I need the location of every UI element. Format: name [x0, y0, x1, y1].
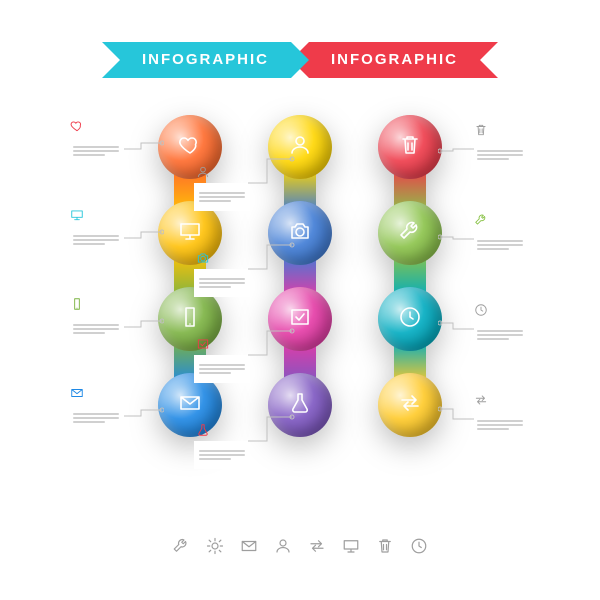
callout-box — [68, 404, 124, 432]
person-circle — [268, 115, 332, 179]
phone-icon — [70, 297, 84, 311]
callout-text — [194, 441, 250, 469]
heart-icon — [178, 133, 202, 162]
callout-text — [194, 183, 250, 211]
monitor-icon — [342, 537, 360, 560]
camera-circle — [268, 201, 332, 265]
wrench-icon — [172, 537, 190, 560]
wrench-icon — [398, 219, 422, 248]
person-icon — [274, 537, 292, 560]
callout-box — [194, 183, 250, 211]
callout-text — [68, 226, 124, 254]
ribbon-right-label: INFOGRAPHIC — [331, 51, 458, 68]
title-ribbons: INFOGRAPHIC INFOGRAPHIC — [120, 42, 480, 78]
compass-icon — [474, 303, 488, 317]
monitor-icon — [178, 219, 202, 248]
callout-text — [472, 321, 528, 349]
callout-text — [68, 315, 124, 343]
phone-icon — [178, 305, 202, 334]
callout-text — [194, 269, 250, 297]
trash-icon — [376, 537, 394, 560]
camera-icon — [196, 251, 210, 265]
arrows-icon — [474, 393, 488, 407]
callout-box — [194, 355, 250, 383]
callout-text — [472, 141, 528, 169]
mail-icon — [178, 391, 202, 420]
ribbon-left: INFOGRAPHIC — [120, 42, 291, 78]
check-icon — [288, 305, 312, 334]
callout-box — [68, 315, 124, 343]
callout-text — [472, 231, 528, 259]
column-2 — [268, 115, 332, 475]
callout-text — [472, 411, 528, 439]
callout-box — [194, 269, 250, 297]
check-circle — [268, 287, 332, 351]
callout-text — [68, 137, 124, 165]
callout-box — [194, 441, 250, 469]
check-icon — [196, 337, 210, 351]
column-3 — [378, 115, 442, 475]
arrows-icon — [398, 391, 422, 420]
arrows-icon — [308, 537, 326, 560]
compass-circle — [378, 287, 442, 351]
trash-icon — [474, 123, 488, 137]
compass-icon — [398, 305, 422, 334]
ribbon-right: INFOGRAPHIC — [309, 42, 480, 78]
mail-icon — [240, 537, 258, 560]
arrows-circle — [378, 373, 442, 437]
wrench-circle — [378, 201, 442, 265]
heart-circle — [158, 115, 222, 179]
mail-icon — [70, 386, 84, 400]
callout-box — [68, 226, 124, 254]
callout-box — [472, 321, 528, 349]
person-icon — [196, 165, 210, 179]
circle-columns — [0, 115, 600, 495]
wrench-icon — [474, 213, 488, 227]
callout-text — [68, 404, 124, 432]
callout-text — [194, 355, 250, 383]
heart-icon — [70, 119, 84, 133]
flask-circle — [268, 373, 332, 437]
callout-box — [68, 137, 124, 165]
flask-icon — [288, 391, 312, 420]
footer-icon-row — [172, 537, 428, 560]
flask-icon — [196, 423, 210, 437]
callout-box — [472, 411, 528, 439]
callout-box — [472, 231, 528, 259]
ribbon-left-label: INFOGRAPHIC — [142, 51, 269, 68]
gear-icon — [206, 537, 224, 560]
compass-icon — [410, 537, 428, 560]
trash-circle — [378, 115, 442, 179]
trash-icon — [398, 133, 422, 162]
person-icon — [288, 133, 312, 162]
monitor-icon — [70, 208, 84, 222]
callout-box — [472, 141, 528, 169]
camera-icon — [288, 219, 312, 248]
